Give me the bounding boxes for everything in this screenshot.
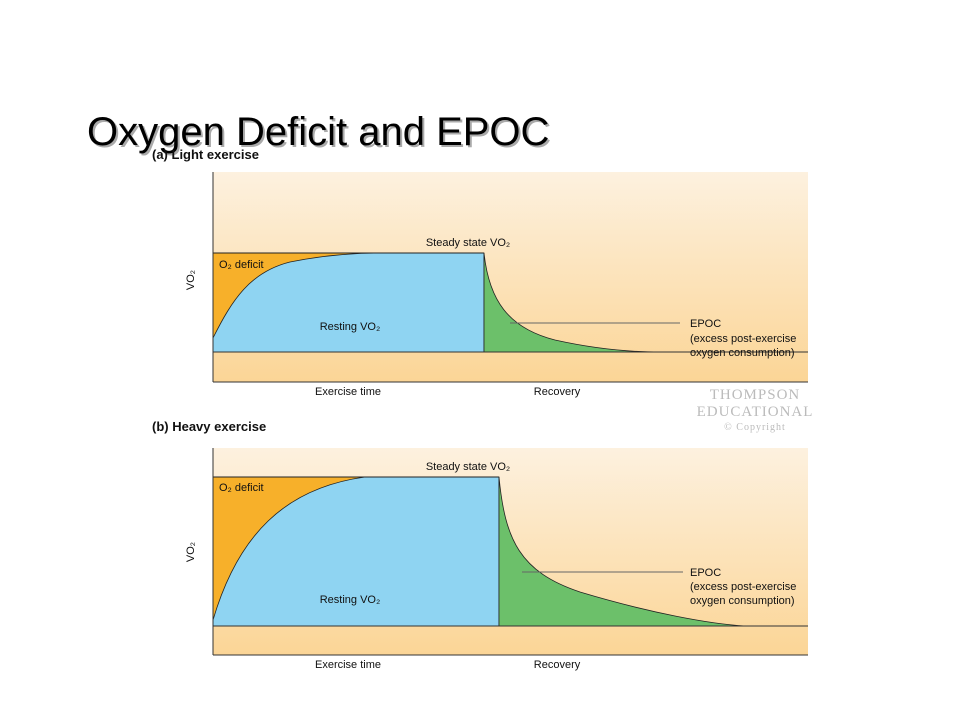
epoc-note: (excess post-exercise	[690, 581, 796, 593]
resting-label: Resting VO₂	[320, 594, 381, 606]
epoc-label: EPOC	[690, 567, 721, 579]
epoc-area	[498, 476, 746, 627]
watermark: EDUCATIONAL	[697, 404, 814, 420]
title-shadow: Oxygen Deficit and EPOC	[89, 112, 551, 156]
o2-deficit-label: O₂ deficit	[219, 259, 264, 271]
x-label: Exercise time	[315, 659, 381, 671]
epoc-note: oxygen consumption)	[690, 595, 795, 607]
panel-label: (a) Light exercise	[152, 147, 259, 162]
x-label: Recovery	[534, 386, 581, 398]
panel-label: (b) Heavy exercise	[152, 419, 266, 434]
y-axis-label: VO₂	[185, 542, 197, 562]
steady-label: Steady state VO₂	[426, 237, 510, 249]
steady-label: Steady state VO₂	[426, 461, 510, 473]
watermark: THOMPSON	[710, 387, 801, 403]
x-label: Exercise time	[315, 386, 381, 398]
epoc-label: EPOC	[690, 318, 721, 330]
watermark: © Copyright	[724, 422, 786, 433]
title: Oxygen Deficit and EPOC	[87, 110, 549, 154]
epoc-note: (excess post-exercise	[690, 333, 796, 345]
y-axis-label: VO₂	[185, 270, 197, 290]
epoc-note: oxygen consumption)	[690, 347, 795, 359]
resting-label: Resting VO₂	[320, 321, 381, 333]
x-label: Recovery	[534, 659, 581, 671]
o2-deficit-label: O₂ deficit	[219, 482, 264, 494]
